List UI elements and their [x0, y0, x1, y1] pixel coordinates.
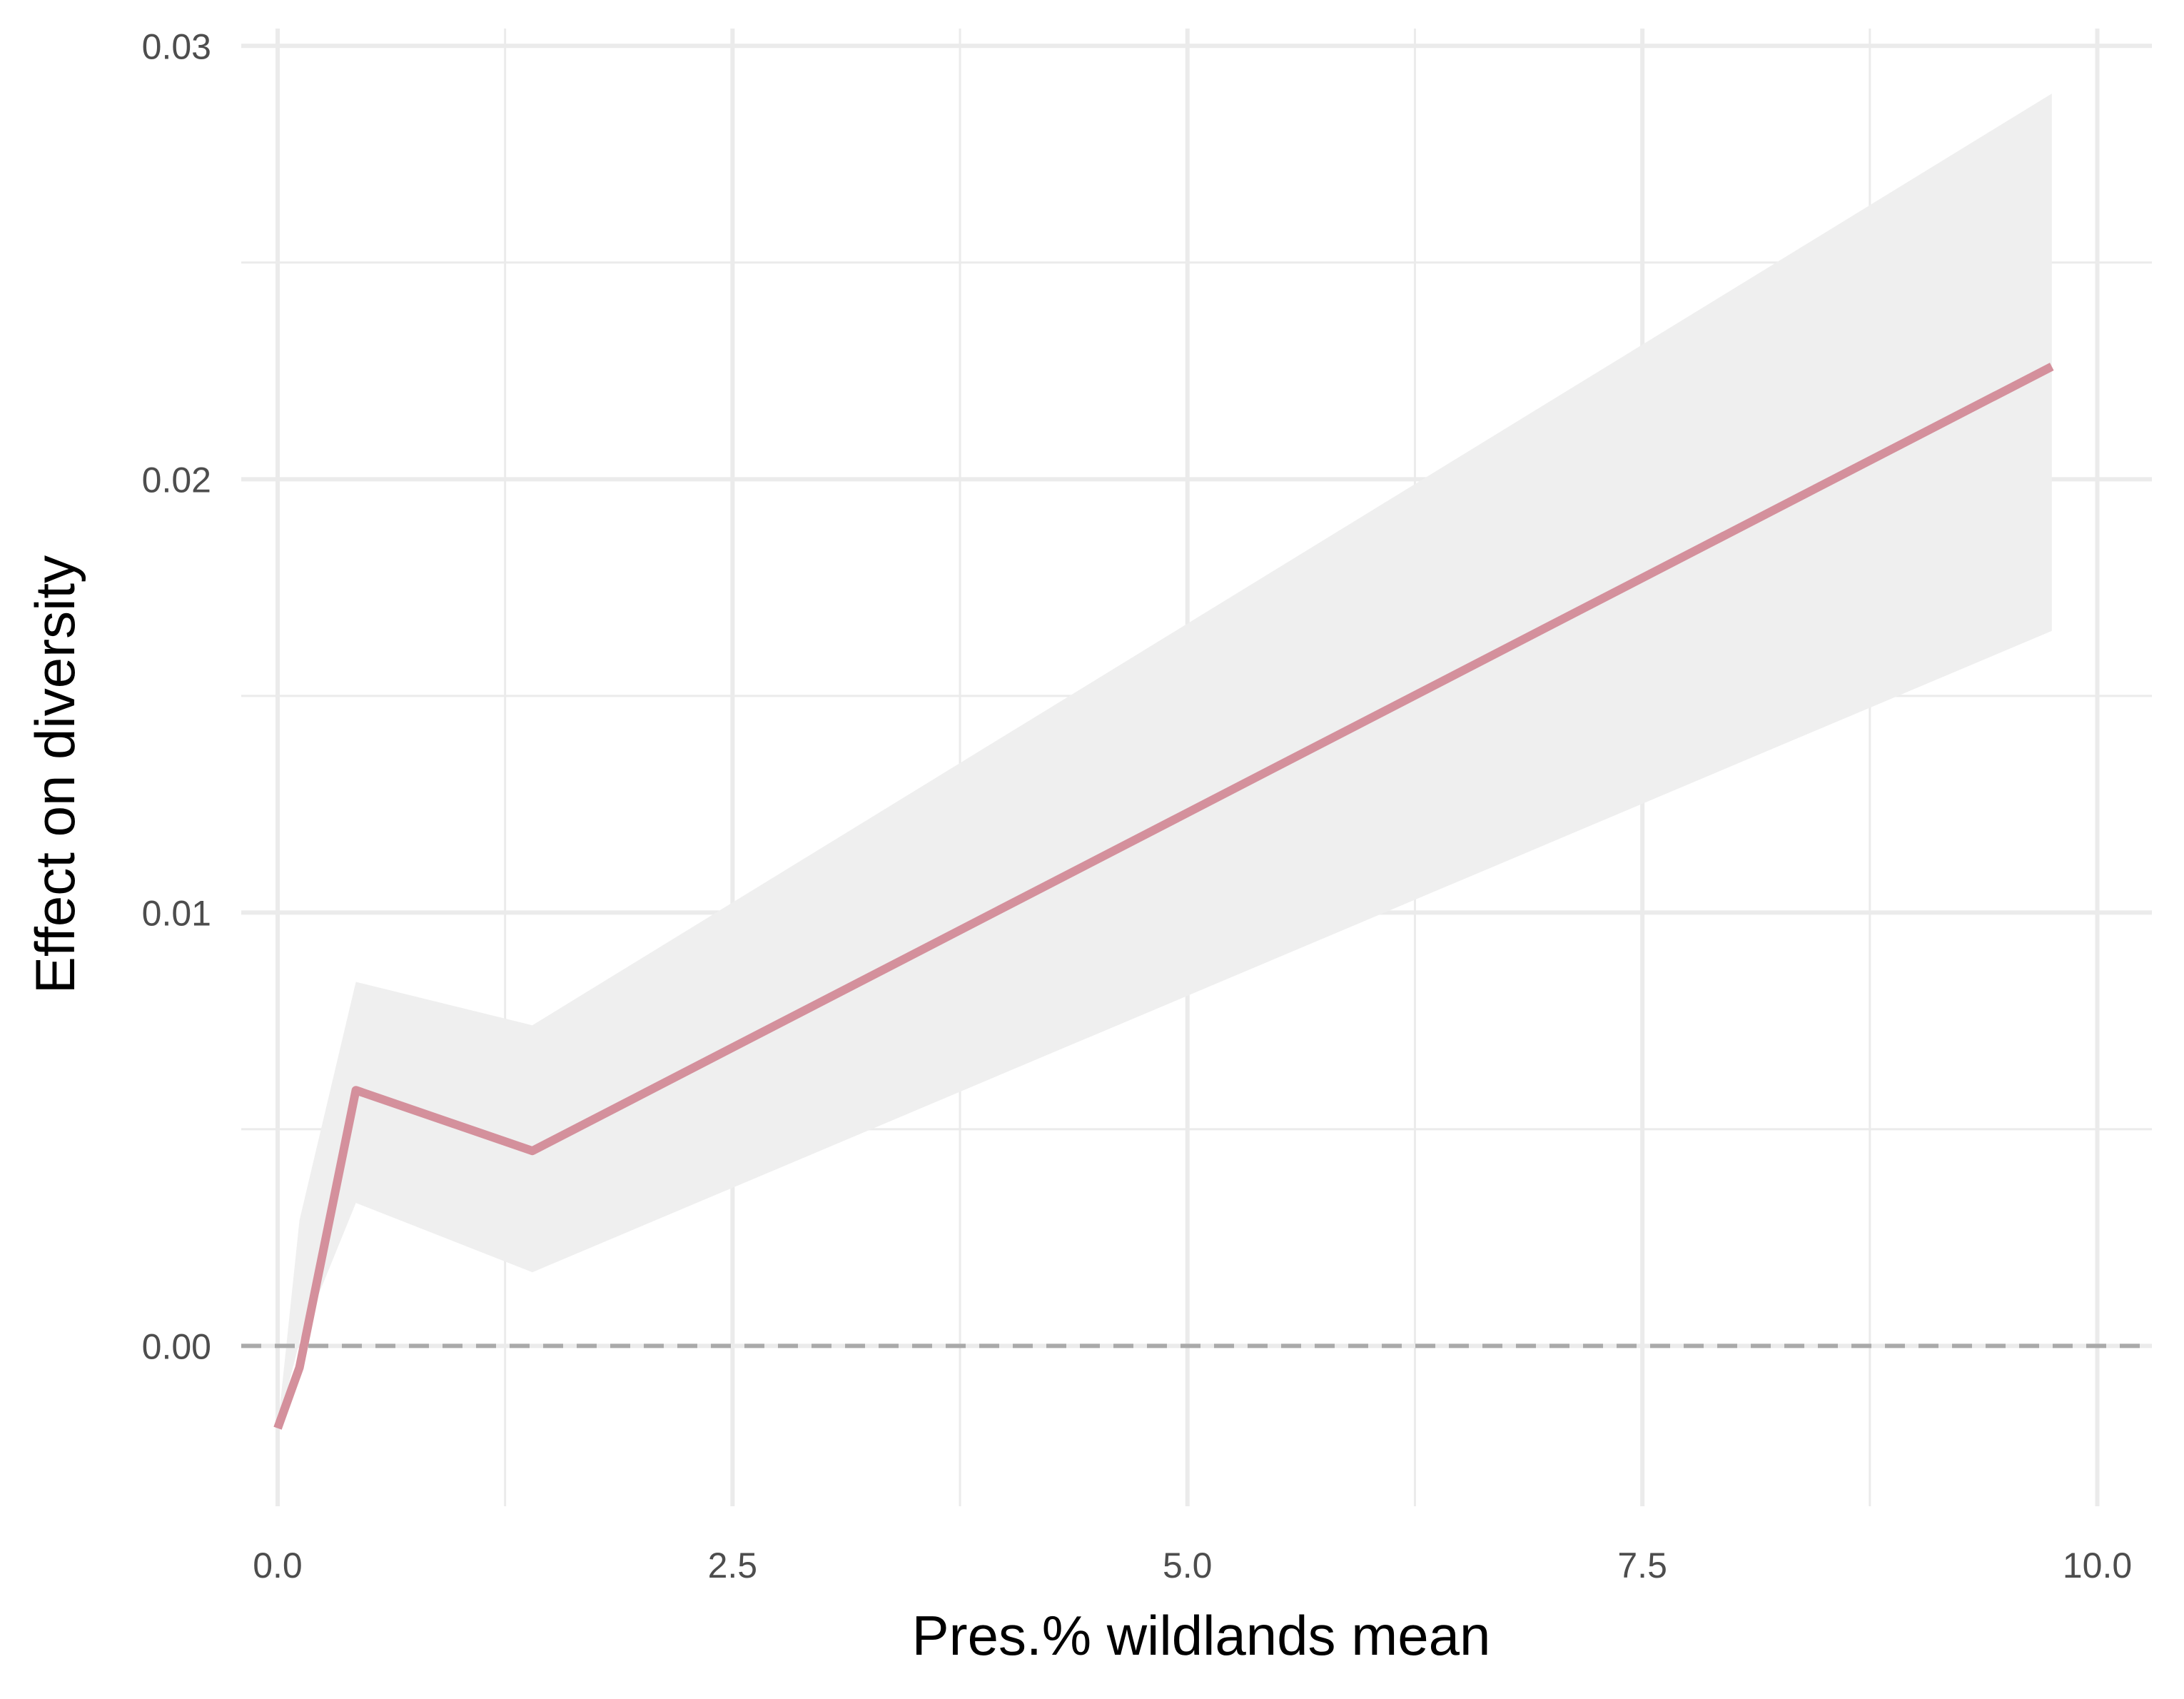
x-tick-label: 7.5: [1617, 1546, 1667, 1585]
x-tick-label: 0.0: [253, 1546, 303, 1585]
x-axis-ticks: 0.0 2.5 5.0 7.5 10.0: [253, 1546, 2132, 1585]
y-tick-label: 0.01: [142, 893, 211, 933]
effect-line: [273, 363, 2054, 1430]
y-tick-label: 0.03: [142, 26, 211, 66]
x-tick-label: 5.0: [1163, 1546, 1213, 1585]
y-axis-title: Effect on diversity: [24, 555, 86, 994]
x-axis-title: Pres.% wildlands mean: [912, 1604, 1491, 1667]
y-axis-ticks: 0.00 0.01 0.02 0.03: [142, 26, 211, 1366]
confidence-ribbon: [278, 94, 2052, 1428]
x-tick-label: 10.0: [2063, 1546, 2132, 1585]
y-tick-label: 0.02: [142, 460, 211, 500]
y-tick-label: 0.00: [142, 1326, 211, 1366]
x-tick-label: 2.5: [708, 1546, 758, 1585]
